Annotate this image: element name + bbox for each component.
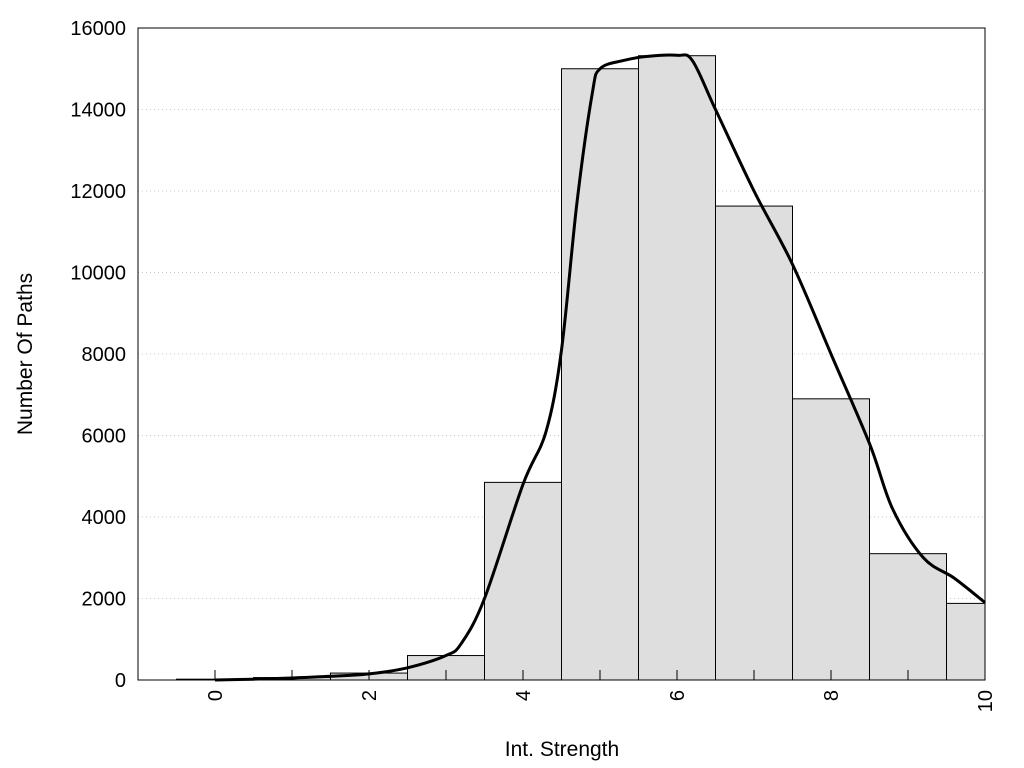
density-curve — [214, 53, 986, 682]
x-tick-label: 6 — [667, 690, 689, 701]
x-tick-label: 2 — [359, 690, 381, 701]
y-tick-label: 8000 — [82, 344, 127, 366]
x-tick-label: 0 — [205, 690, 227, 701]
histogram-bar — [946, 602, 986, 681]
histogram-bar — [869, 553, 947, 681]
plot-frame — [137, 27, 986, 681]
y-tick-label: 4000 — [82, 507, 127, 529]
y-tick-label: 10000 — [70, 263, 126, 285]
histogram-bar — [484, 481, 562, 681]
y-tick-label: 2000 — [82, 589, 127, 611]
y-tick-label: 6000 — [82, 426, 127, 448]
histogram-bar — [792, 398, 870, 681]
histogram-bar — [715, 205, 793, 681]
y-tick-label: 0 — [115, 670, 126, 692]
histogram-bar — [561, 68, 639, 681]
y-tick-label: 16000 — [70, 18, 126, 40]
x-tick-label: 8 — [821, 690, 843, 701]
curve-layer — [214, 53, 986, 682]
y-tick-label: 12000 — [70, 181, 126, 203]
x-axis-title: Int. Strength — [505, 738, 619, 761]
bars-layer — [176, 55, 986, 681]
x-tick-label: 10 — [975, 690, 997, 712]
x-axis-ticks: 0 2 4 6 8 10 — [205, 670, 997, 712]
y-axis-title: Number Of Paths — [14, 273, 37, 435]
y-axis-ticks: 0 2000 4000 6000 8000 10000 12000 14000 16000 — [70, 18, 126, 692]
histogram-bar — [638, 55, 716, 681]
y-tick-label: 14000 — [70, 100, 126, 122]
x-tick-label: 4 — [513, 690, 535, 701]
